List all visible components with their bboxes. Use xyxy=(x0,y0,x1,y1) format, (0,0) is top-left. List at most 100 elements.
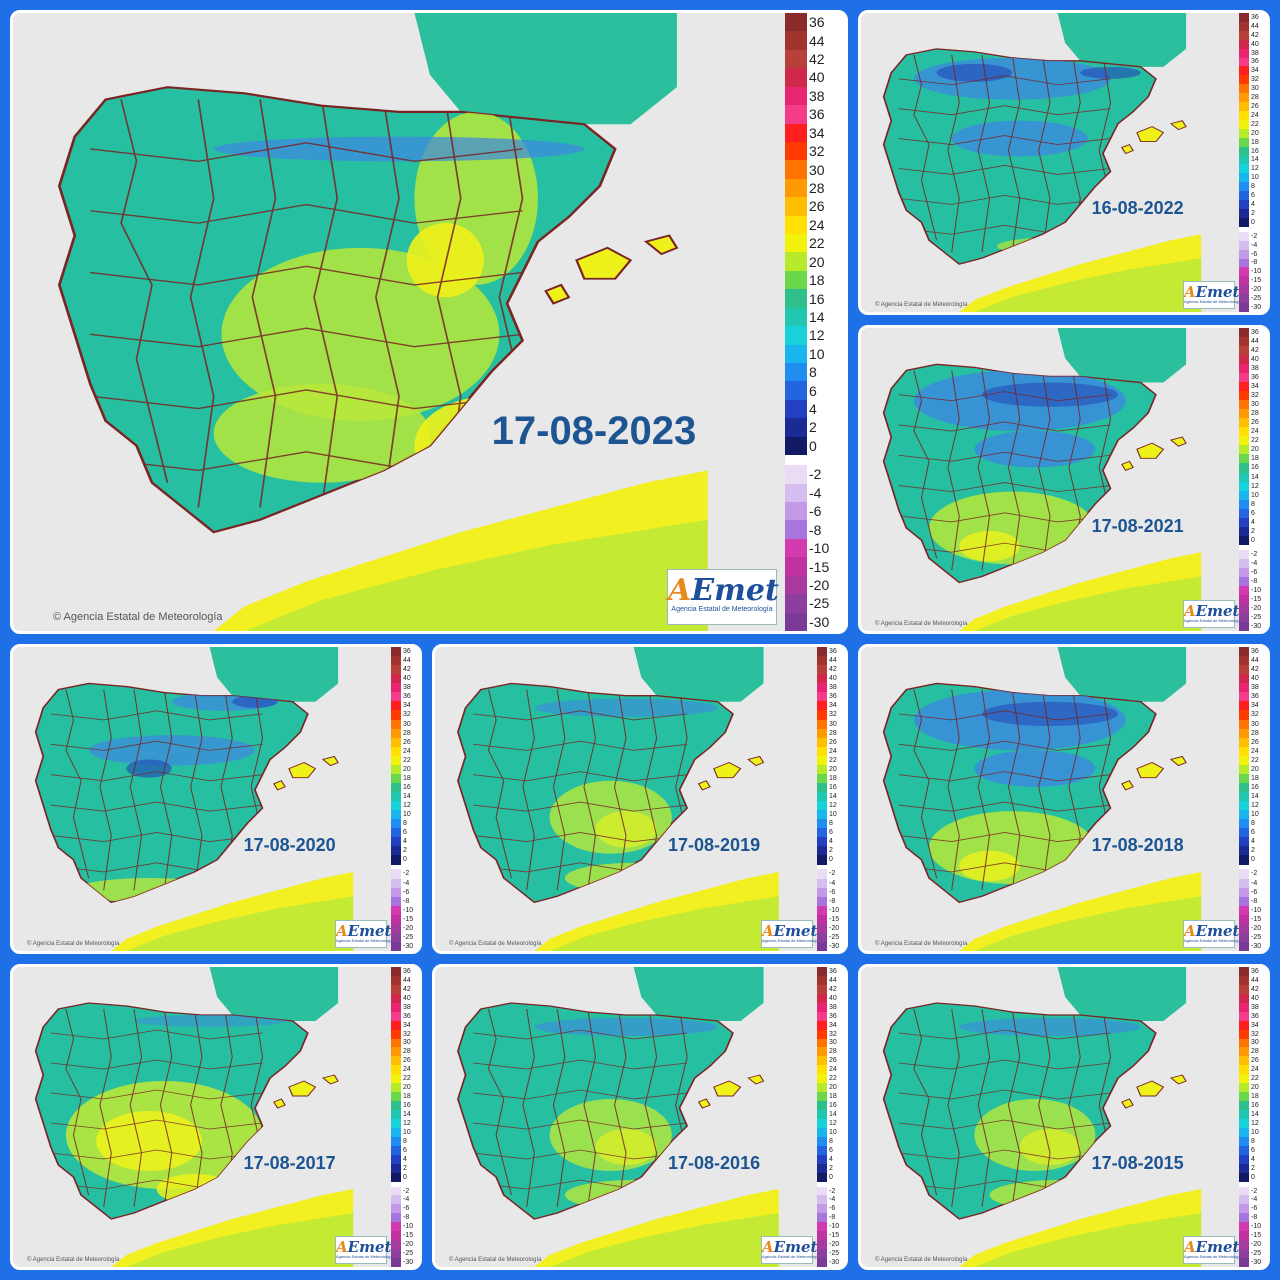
scale-step: 38 xyxy=(817,683,845,693)
scale-step: 6 xyxy=(1239,191,1267,201)
scale-step: 36 xyxy=(391,647,419,657)
balearic-island xyxy=(321,755,339,767)
scale-step: 36 xyxy=(785,105,845,124)
scale-step: 28 xyxy=(391,728,419,738)
date-label: 17-08-2016 xyxy=(668,1153,761,1173)
scale-step: 26 xyxy=(817,1056,845,1066)
scale-step: 26 xyxy=(391,737,419,747)
scale-step: 40 xyxy=(391,674,419,684)
scale-step: 44 xyxy=(391,975,419,985)
scale-step: -4 xyxy=(391,1195,419,1205)
scale-step: 32 xyxy=(1239,710,1267,720)
scale-step: 14 xyxy=(817,792,845,802)
scale-step: -30 xyxy=(391,941,419,951)
scale-step: -20 xyxy=(391,1240,419,1250)
balearic-island xyxy=(697,780,711,791)
scale-step: -4 xyxy=(1239,558,1267,568)
scale-step: 24 xyxy=(1239,110,1267,120)
scale-step: -4 xyxy=(785,483,845,503)
scale-step: 8 xyxy=(1239,499,1267,509)
balearic-island xyxy=(1121,780,1134,791)
scale-step: 6 xyxy=(1239,1145,1267,1155)
scale-step: 28 xyxy=(1239,409,1267,419)
scale-step: -2 xyxy=(391,1186,419,1196)
scale-step: -6 xyxy=(1239,567,1267,577)
scale-step: 36 xyxy=(1239,373,1267,383)
scale-step: 38 xyxy=(1239,364,1267,374)
scale-step: 36 xyxy=(817,647,845,657)
map-panel-2017: 17-08-2017 © Agencia Estatal de Meteorolo… xyxy=(10,964,422,1270)
france-landmass xyxy=(1057,647,1187,702)
scale-step: 40 xyxy=(817,993,845,1003)
scale-step: 38 xyxy=(1239,48,1267,58)
scale-step: 10 xyxy=(391,810,419,820)
scale-step: -15 xyxy=(817,914,845,924)
scale-step: 36 xyxy=(1239,647,1267,657)
balearic-island xyxy=(1169,1074,1187,1085)
balearic-island xyxy=(1121,1098,1134,1109)
date-label: 17-08-2019 xyxy=(668,835,761,856)
scale-step: 2 xyxy=(785,418,845,437)
scale-step: -8 xyxy=(391,1213,419,1223)
aemet-logo: AEmet Agencia Estatal de Meteorología xyxy=(1183,1236,1242,1264)
temperature-color-scale: 36 44 42 40 38 36 34 32 30 28 26 24 22 20 18 16 14 12 10 8 6… xyxy=(1239,967,1267,1267)
scale-step: 2 xyxy=(391,1163,419,1173)
scale-step: 32 xyxy=(785,141,845,161)
scale-step: 44 xyxy=(391,656,419,666)
scale-step: -4 xyxy=(1239,878,1267,888)
balearic-island xyxy=(1136,126,1165,143)
scale-step: 30 xyxy=(391,719,419,729)
credit-text: © Agencia Estatal de Meteorología xyxy=(875,941,968,947)
scale-step: -20 xyxy=(1239,1240,1267,1250)
scale-step: 20 xyxy=(1239,445,1267,455)
scale-step: 18 xyxy=(1239,773,1267,783)
balearic-island xyxy=(544,283,571,305)
scale-step: 32 xyxy=(817,1029,845,1039)
scale-step: 40 xyxy=(785,68,845,87)
scale-step: -6 xyxy=(1239,1204,1267,1214)
temperature-color-scale: 36 44 42 40 38 36 34 32 30 28 26 24 22 20 18 16 14 12 10 8 6… xyxy=(1239,13,1267,312)
scale-step: 24 xyxy=(1239,746,1267,756)
scale-step: 20 xyxy=(817,1083,845,1093)
scale-step: 38 xyxy=(817,1002,845,1012)
scale-step: 0 xyxy=(817,855,845,865)
scale-step: 30 xyxy=(1239,400,1267,410)
scale-step: 2 xyxy=(1239,208,1267,218)
scale-step: 4 xyxy=(785,399,845,419)
scale-step: 30 xyxy=(1239,1038,1267,1048)
scale-step: 10 xyxy=(1239,490,1267,500)
scale-step: -10 xyxy=(1239,585,1267,595)
scale-step: -15 xyxy=(785,557,845,576)
balearic-island xyxy=(747,1074,765,1085)
scale-step: 42 xyxy=(785,49,845,69)
scale-step: 2 xyxy=(817,846,845,856)
temperature-map xyxy=(13,967,391,1267)
aemet-logo: AEmet Agencia Estatal de Meteorología xyxy=(1183,600,1242,628)
iberia-landmass xyxy=(34,682,309,904)
france-landmass xyxy=(1057,328,1187,383)
scale-step: -6 xyxy=(391,1204,419,1214)
scale-step: 42 xyxy=(817,984,845,994)
scale-step: 24 xyxy=(785,215,845,235)
map-panel-2015: 17-08-2015 © Agencia Estatal de Meteorolo… xyxy=(858,964,1270,1270)
temperature-map xyxy=(13,13,785,631)
scale-step: -15 xyxy=(817,1231,845,1241)
scale-step: 44 xyxy=(1239,337,1267,347)
scale-step: 10 xyxy=(817,1127,845,1137)
scale-step: -8 xyxy=(817,896,845,906)
scale-step: 2 xyxy=(1239,1163,1267,1173)
balearic-island xyxy=(288,761,317,779)
scale-step: 8 xyxy=(785,363,845,382)
scale-step: 36 xyxy=(785,13,845,32)
scale-step: 0 xyxy=(391,855,419,865)
scale-step: -20 xyxy=(817,923,845,933)
scale-step: 20 xyxy=(391,1083,419,1093)
scale-step: 34 xyxy=(1239,1020,1267,1030)
balearic-island xyxy=(273,780,286,791)
scale-step: 34 xyxy=(1239,66,1267,76)
credit-text: © Agencia Estatal de Meteorología xyxy=(449,941,542,947)
scale-step: -6 xyxy=(785,502,845,521)
scale-step: -2 xyxy=(1239,1186,1267,1196)
date-label: 17-08-2017 xyxy=(243,1153,336,1173)
province-borders xyxy=(898,54,1112,253)
